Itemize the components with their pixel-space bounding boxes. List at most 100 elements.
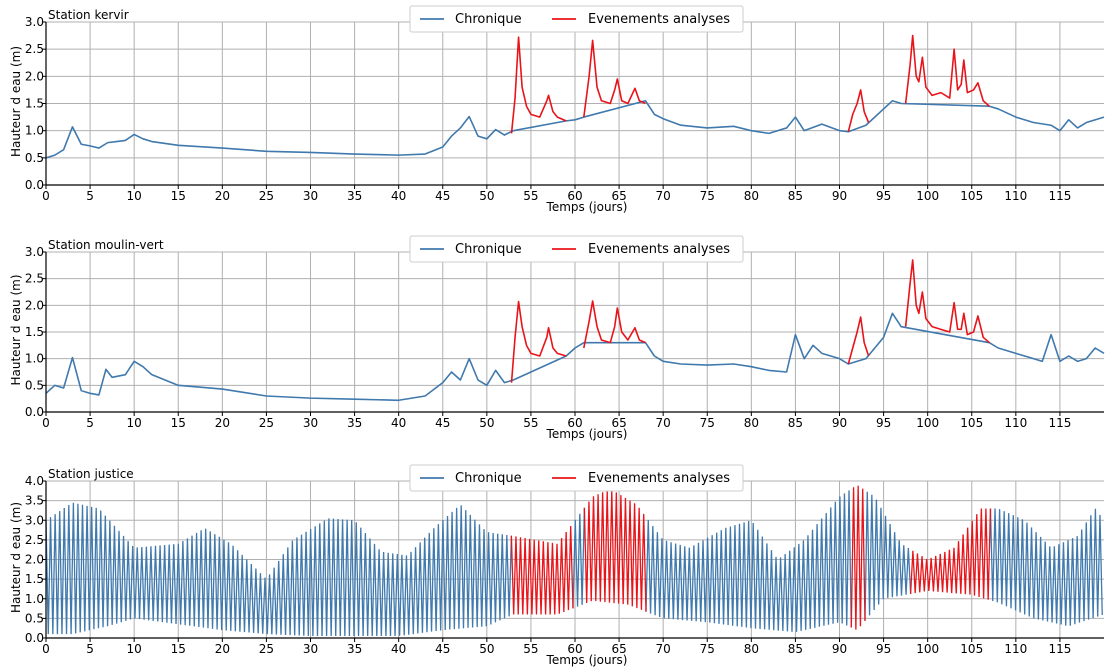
x-tick-label: 25 <box>259 642 274 656</box>
chart-panel-1: 0 5 10 15 20 25 30 35 40 45 50 55 60 65 70 75 80 85 90 95 10… <box>9 5 1105 214</box>
x-tick-label: 10 <box>127 189 142 203</box>
x-axis-label: Temps (jours) <box>546 427 628 441</box>
x-tick-label: 30 <box>303 416 318 430</box>
x-tick-label: 60 <box>567 416 582 430</box>
y-tick-label: 0.0 <box>25 178 44 192</box>
legend-label-chronique: Chronique <box>455 12 522 27</box>
series-evenements <box>510 485 992 630</box>
series-evenements <box>510 34 990 134</box>
x-tick-label: 75 <box>700 189 715 203</box>
chronique-line <box>45 99 1105 159</box>
grid <box>45 21 1104 186</box>
x-tick-label: 5 <box>86 416 94 430</box>
x-axis-label: Temps (jours) <box>546 653 628 667</box>
chart-panel-3: 0 5 10 15 20 25 30 35 40 45 50 55 60 65 70 75 80 85 90 95 10… <box>9 464 1104 667</box>
legend-box <box>409 235 744 263</box>
x-tick-label: 80 <box>744 642 759 656</box>
x-tick-label: 20 <box>215 416 230 430</box>
x-tick-label: 40 <box>391 642 406 656</box>
x-tick-label: 115 <box>1048 416 1071 430</box>
x-tick-label: 55 <box>523 642 538 656</box>
x-tick-label: 40 <box>391 189 406 203</box>
x-tick-label: 0 <box>42 416 50 430</box>
x-tick-label: 65 <box>611 189 626 203</box>
x-tick-label: 85 <box>788 189 803 203</box>
x-tick-label: 85 <box>788 416 803 430</box>
x-tick-label: 35 <box>347 642 362 656</box>
x-tick-label: 30 <box>303 189 318 203</box>
y-tick-label: 1.5 <box>25 97 44 111</box>
x-tick-label: 40 <box>391 416 406 430</box>
x-tick-label: 100 <box>916 642 939 656</box>
y-tick-label: 2.5 <box>25 42 44 56</box>
y-tick-label: 3.5 <box>25 494 44 508</box>
x-tick-label: 50 <box>479 416 494 430</box>
x-tick-label: 95 <box>876 189 891 203</box>
y-tick-label: 1.0 <box>25 352 44 366</box>
x-tick-label: 90 <box>832 416 847 430</box>
x-tick-label: 35 <box>347 416 362 430</box>
y-tick-label: 2.5 <box>25 272 44 286</box>
legend: Chronique Evenements analyses <box>409 5 744 33</box>
evenement-line <box>904 259 990 344</box>
legend-label-chronique: Chronique <box>455 471 522 486</box>
evenement-line <box>847 89 870 132</box>
series-chronique <box>45 99 1105 159</box>
x-tick-label: 110 <box>1004 642 1027 656</box>
x-tick-label: 25 <box>259 189 274 203</box>
evenement-line <box>510 485 992 630</box>
evenement-line <box>847 316 870 365</box>
x-tick-label: 85 <box>788 642 803 656</box>
y-tick-label: 1.0 <box>25 592 44 606</box>
x-tick-label: 100 <box>916 189 939 203</box>
x-tick-label: 65 <box>611 416 626 430</box>
evenement-line <box>583 300 646 349</box>
y-tick-label: 1.0 <box>25 124 44 138</box>
x-tick-label: 50 <box>479 189 494 203</box>
x-tick-label: 115 <box>1048 189 1071 203</box>
series-evenements <box>510 259 990 383</box>
x-tick-label: 15 <box>171 416 186 430</box>
x-tick-label: 50 <box>479 642 494 656</box>
x-tick-label: 55 <box>523 189 538 203</box>
y-tick-label: 2.0 <box>25 69 44 83</box>
x-tick-label: 100 <box>916 416 939 430</box>
x-tick-label: 5 <box>86 189 94 203</box>
x-tick-label: 45 <box>435 416 450 430</box>
x-tick-label: 65 <box>611 642 626 656</box>
x-tick-label: 20 <box>215 642 230 656</box>
y-tick-label: 1.5 <box>25 572 44 586</box>
evenement-line <box>583 39 646 118</box>
legend: Chronique Evenements analyses <box>409 464 744 492</box>
y-tick-label: 2.5 <box>25 533 44 547</box>
x-tick-label: 95 <box>876 416 891 430</box>
x-tick-label: 30 <box>303 642 318 656</box>
x-tick-label: 0 <box>42 189 50 203</box>
x-tick-label: 35 <box>347 189 362 203</box>
x-tick-label: 20 <box>215 189 230 203</box>
x-tick-label: 75 <box>700 416 715 430</box>
x-tick-label: 60 <box>567 642 582 656</box>
x-tick-label: 25 <box>259 416 274 430</box>
chart-title: Station kervir <box>48 8 129 22</box>
x-tick-label: 70 <box>656 416 671 430</box>
chronique-line <box>45 312 1105 402</box>
evenement-line <box>904 34 990 107</box>
x-tick-label: 110 <box>1004 189 1027 203</box>
chart-title: Station justice <box>48 467 134 481</box>
y-tick-label: 0.5 <box>25 151 44 165</box>
y-tick-label: 1.5 <box>25 325 44 339</box>
x-tick-label: 105 <box>960 416 983 430</box>
legend-box <box>409 5 744 33</box>
x-tick-label: 60 <box>567 189 582 203</box>
y-tick-label: 2.0 <box>25 298 44 312</box>
legend-box <box>409 464 744 492</box>
y-tick-label: 0.0 <box>25 405 44 419</box>
x-tick-label: 80 <box>744 189 759 203</box>
x-tick-label: 90 <box>832 642 847 656</box>
y-tick-label: 4.0 <box>25 474 44 488</box>
x-tick-label: 95 <box>876 642 891 656</box>
x-tick-label: 10 <box>127 416 142 430</box>
